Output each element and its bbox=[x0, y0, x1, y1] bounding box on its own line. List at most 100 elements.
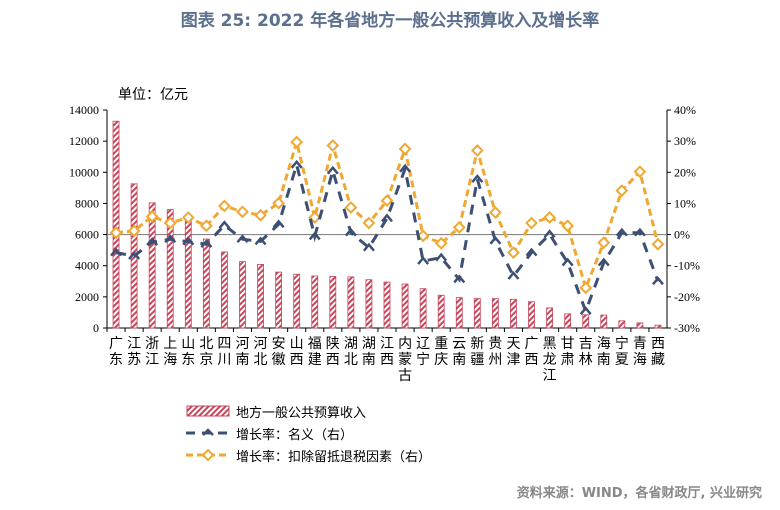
category-label-河南: 南 bbox=[235, 352, 249, 368]
category-label-新疆: 疆 bbox=[470, 352, 484, 368]
category-label-河南: 河 bbox=[235, 336, 249, 352]
bar-西藏 bbox=[654, 324, 662, 329]
bar-宁夏 bbox=[618, 320, 626, 329]
chart-title: 图表 25: 2022 年各省地方一般公共预算收入及增长率 bbox=[180, 11, 600, 31]
nominal-growth-point-西藏 bbox=[652, 276, 664, 286]
right-tick-label: 0% bbox=[674, 228, 690, 242]
nominal-growth-point-吉林 bbox=[579, 306, 592, 315]
legend-item-excluding: 增长率：扣除留抵退税因素（右） bbox=[186, 444, 431, 466]
excluding-growth-point-山西 bbox=[290, 135, 304, 149]
category-label-云南: 云 bbox=[452, 336, 466, 352]
nominal-growth-point-天津 bbox=[507, 271, 520, 280]
bar-甘肃 bbox=[564, 313, 572, 329]
nominal-growth-point-四川 bbox=[218, 220, 231, 230]
category-label-宁夏: 宁 bbox=[615, 335, 629, 352]
left-tick-label: 8000 bbox=[75, 196, 99, 210]
category-label-福建: 建 bbox=[308, 352, 322, 368]
nominal-growth-point-福建 bbox=[308, 231, 321, 241]
excluding-growth-point-黑龙江 bbox=[543, 211, 556, 224]
category-label-湖北: 湖 bbox=[344, 336, 358, 352]
category-label-海南: 海 bbox=[597, 336, 611, 352]
legend-swatch-nominal bbox=[186, 428, 230, 436]
right-tick-label: 20% bbox=[674, 165, 696, 179]
category-label-青海: 海 bbox=[633, 352, 647, 368]
bar-江西 bbox=[383, 281, 391, 329]
category-label-广西: 西 bbox=[525, 352, 539, 368]
category-label-山东: 山 bbox=[181, 336, 195, 352]
bar-湖南 bbox=[365, 279, 373, 329]
excluding-growth-point-宁夏 bbox=[615, 184, 629, 198]
nominal-growth-point-湖北 bbox=[344, 227, 357, 237]
bar-贵州 bbox=[491, 298, 499, 329]
excluding-growth-point-贵州 bbox=[488, 206, 502, 219]
bar-云南 bbox=[455, 297, 463, 329]
bar-山西 bbox=[293, 273, 301, 329]
category-label-甘肃: 甘 bbox=[561, 336, 575, 352]
bar-吉林 bbox=[582, 314, 590, 329]
bar-重庆 bbox=[437, 294, 445, 329]
category-label-天津: 天 bbox=[506, 336, 520, 352]
category-label-内蒙古: 蒙 bbox=[398, 352, 412, 368]
nominal-growth-point-安徽 bbox=[272, 219, 285, 229]
nominal-growth-point-北京 bbox=[200, 239, 213, 249]
category-label-贵州: 州 bbox=[488, 352, 502, 368]
category-label-山西: 山 bbox=[290, 336, 304, 352]
category-label-陕西: 陕 bbox=[326, 336, 340, 352]
category-label-福建: 福 bbox=[308, 336, 322, 352]
category-label-黑龙江: 江 bbox=[543, 368, 557, 384]
nominal-growth-point-内蒙古 bbox=[399, 163, 412, 173]
nominal-growth-point-辽宁 bbox=[417, 256, 430, 265]
right-tick-label: -20% bbox=[674, 290, 700, 304]
nominal-growth-point-贵州 bbox=[489, 235, 502, 245]
bar-新疆 bbox=[473, 298, 481, 329]
category-label-上海: 上 bbox=[163, 336, 177, 352]
excluding-growth-point-江苏 bbox=[127, 224, 141, 238]
chart-svg: 0 2000 4000 6000 8000 10000 12000 14000 -30% -20%… bbox=[69, 103, 700, 384]
nominal-growth-point-宁夏 bbox=[615, 227, 628, 237]
category-label-云南: 南 bbox=[452, 352, 466, 368]
excluding-growth-point-海南 bbox=[597, 236, 611, 250]
nominal-growth-point-陕西 bbox=[326, 165, 339, 175]
excluding-growth-point-江西 bbox=[380, 194, 394, 208]
bar-广西 bbox=[528, 301, 535, 329]
category-label-西藏: 西 bbox=[651, 336, 665, 352]
bar-河北 bbox=[257, 264, 264, 329]
category-label-内蒙古: 内 bbox=[398, 336, 412, 352]
nominal-growth-point-广东 bbox=[110, 247, 122, 257]
legend-swatch-bar bbox=[186, 405, 230, 417]
excluding-growth-point-广西 bbox=[525, 216, 538, 230]
category-label-新疆: 新 bbox=[470, 336, 484, 352]
category-label-北京: 北 bbox=[199, 336, 213, 352]
bar-安徽 bbox=[275, 271, 283, 329]
category-label-四川: 川 bbox=[217, 352, 231, 368]
left-tick-label: 14000 bbox=[69, 103, 99, 117]
category-label-广东: 广 bbox=[109, 336, 123, 352]
category-label-重庆: 庆 bbox=[434, 352, 448, 368]
excluding-growth-point-甘肃 bbox=[561, 219, 575, 233]
category-label-湖北: 北 bbox=[344, 352, 358, 368]
excluding-growth-point-陕西 bbox=[326, 139, 340, 152]
legend-label: 增长率：名义（右） bbox=[236, 427, 354, 443]
excluding-growth-point-湖北 bbox=[344, 201, 358, 214]
category-label-山西: 西 bbox=[290, 352, 304, 368]
category-label-浙江: 江 bbox=[145, 352, 159, 368]
excluding-growth-point-浙江 bbox=[145, 210, 159, 223]
nominal-growth-point-甘肃 bbox=[561, 257, 574, 267]
legend-label: 地方一般公共预算收入 bbox=[236, 405, 367, 421]
nominal-growth-point-云南 bbox=[453, 274, 466, 284]
excluding-growth-point-河北 bbox=[254, 208, 267, 222]
category-label-湖南: 南 bbox=[362, 352, 376, 368]
category-label-安徽: 安 bbox=[272, 336, 286, 352]
category-label-天津: 津 bbox=[506, 352, 520, 368]
excluding-growth-point-青海 bbox=[633, 165, 647, 179]
excluding-growth-point-内蒙古 bbox=[398, 142, 412, 156]
category-label-河北: 北 bbox=[254, 352, 268, 368]
nominal-growth-point-黑龙江 bbox=[543, 229, 556, 239]
category-label-青海: 青 bbox=[633, 336, 647, 352]
bar-北京 bbox=[202, 238, 210, 329]
category-label-陕西: 西 bbox=[326, 352, 340, 368]
left-tick-label: 0 bbox=[93, 321, 99, 335]
category-label-辽宁: 宁 bbox=[416, 351, 430, 368]
category-label-四川: 四 bbox=[217, 336, 231, 352]
nominal-growth-point-江苏 bbox=[128, 251, 141, 260]
